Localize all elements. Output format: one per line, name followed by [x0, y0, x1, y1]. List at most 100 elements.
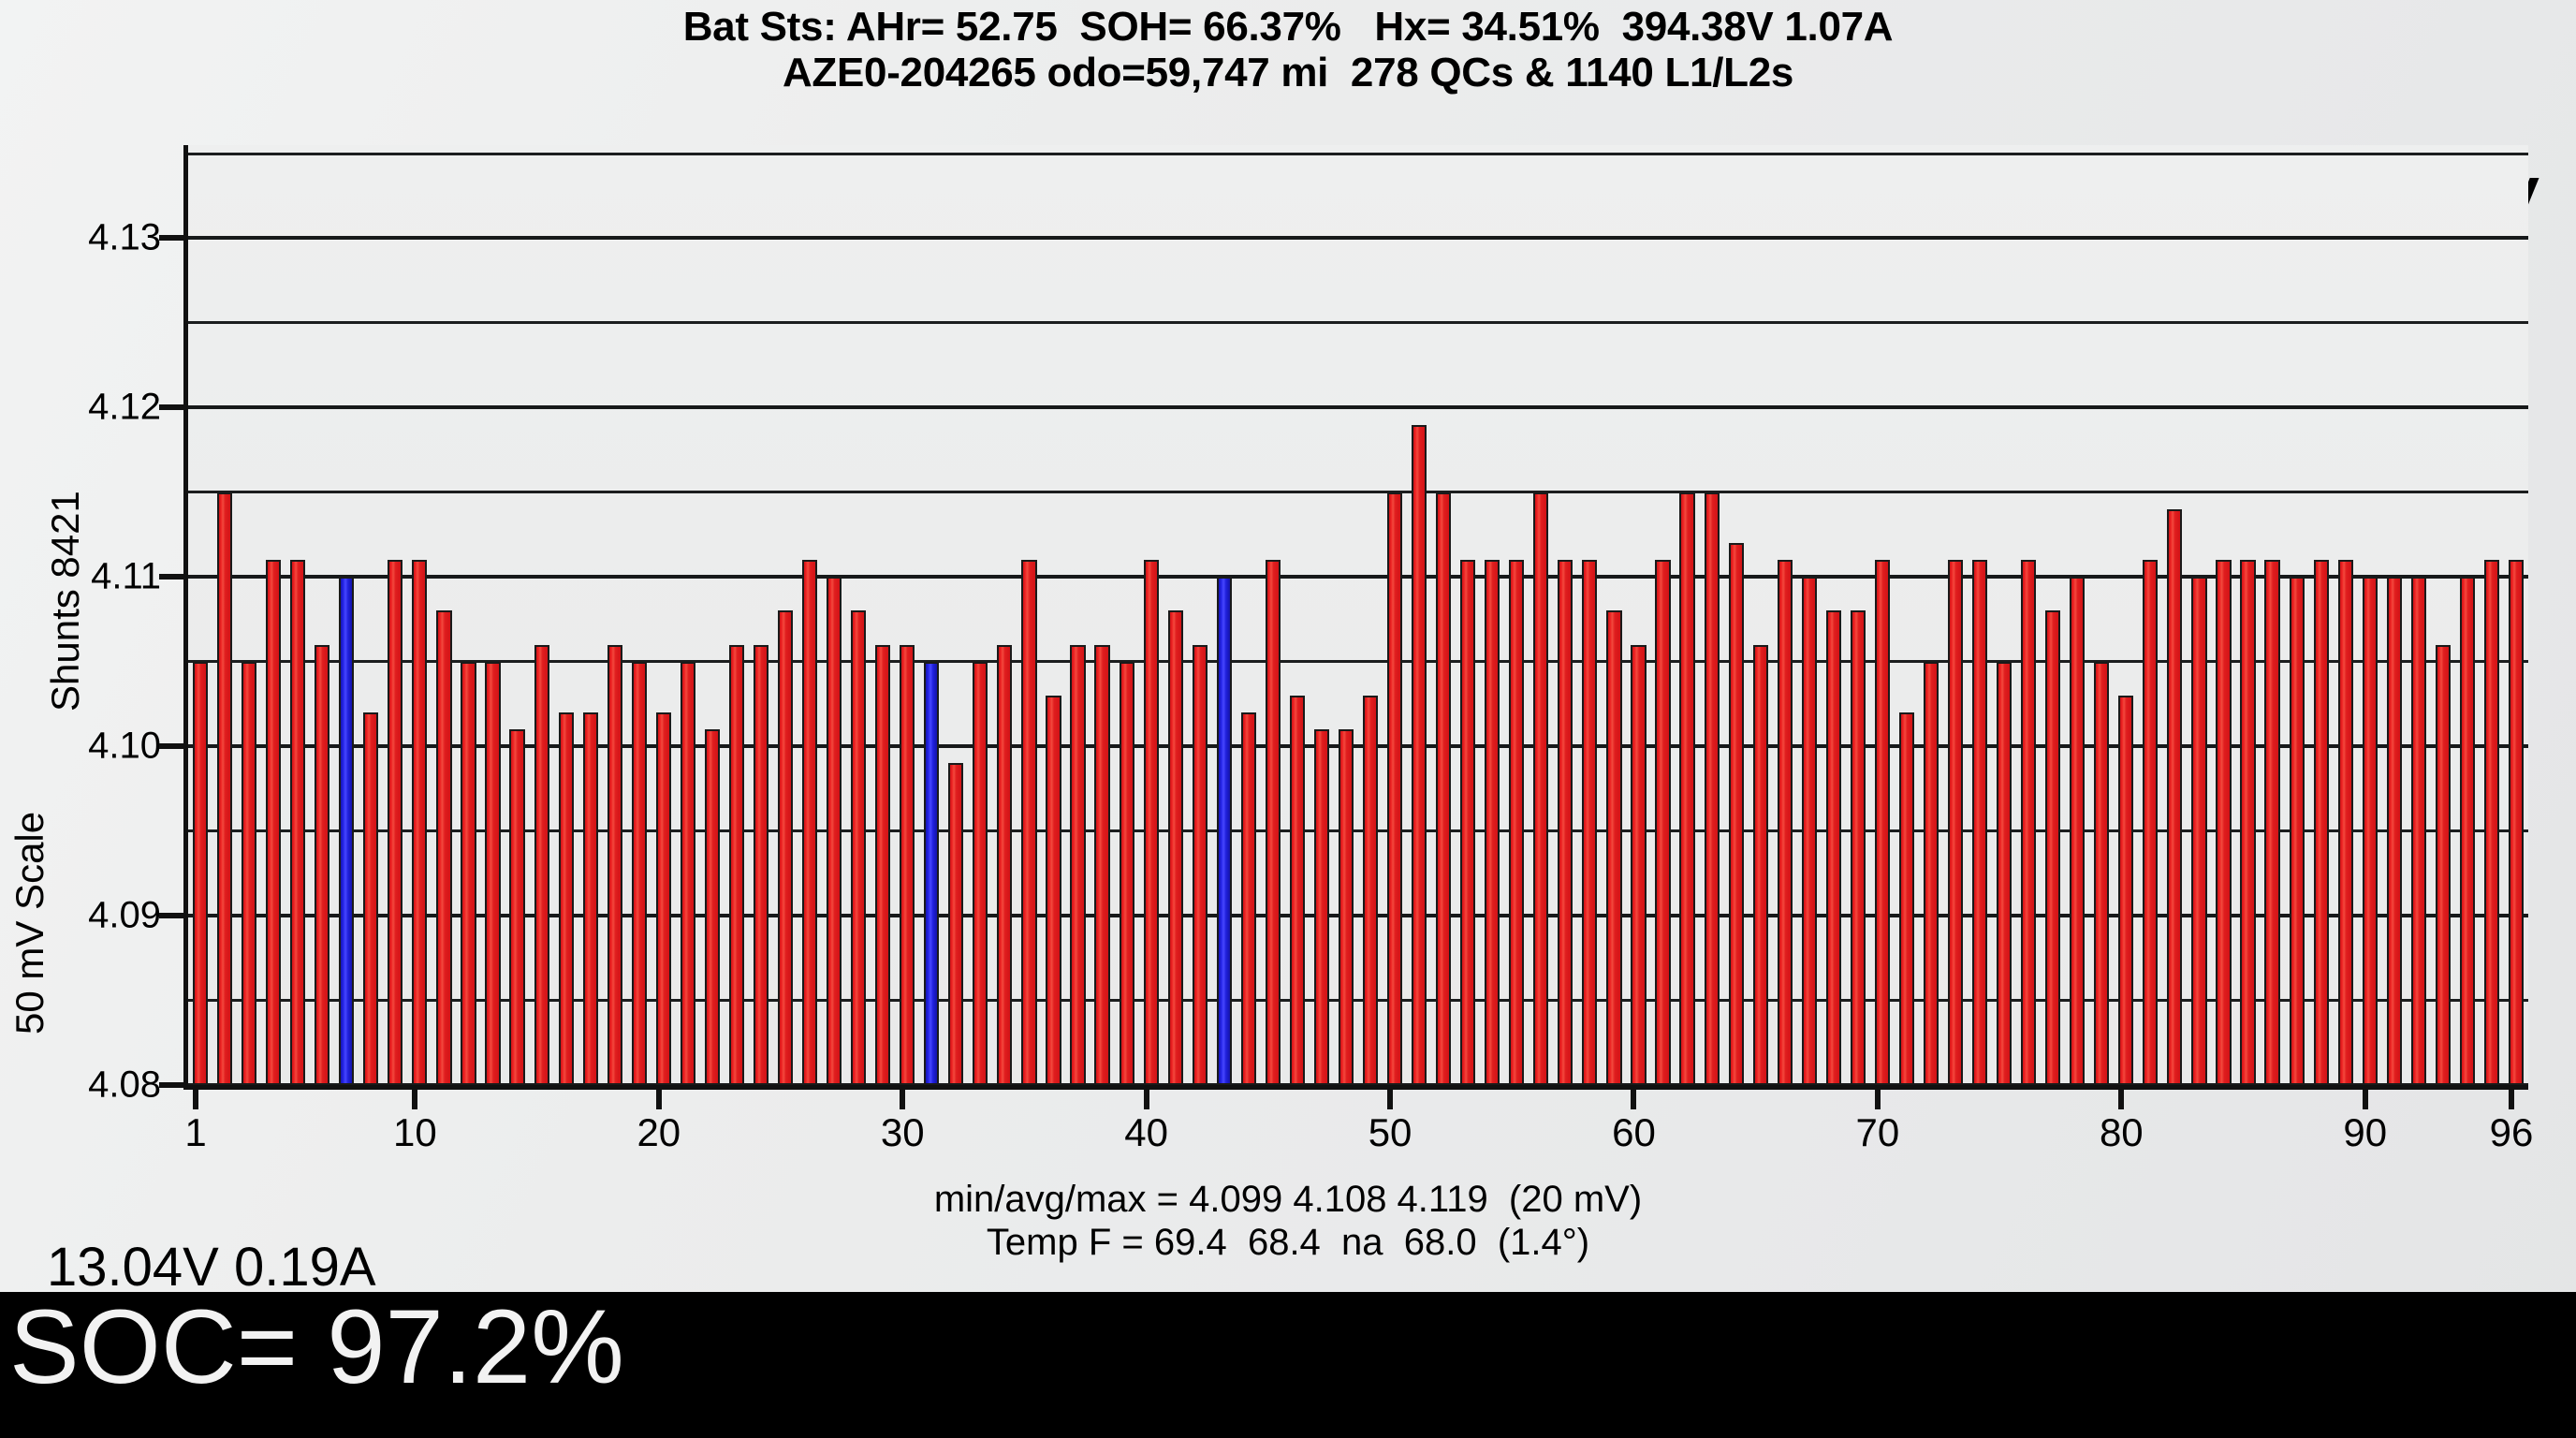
y-tick-label: 4.10: [88, 725, 161, 767]
footer-stats: min/avg/max = 4.099 4.108 4.119 (20 mV) …: [0, 1178, 2576, 1265]
bar-cell-1: [192, 661, 209, 1085]
bar-cell-11: [436, 610, 452, 1085]
x-tick-label: 80: [2099, 1110, 2144, 1154]
bar-cell-63: [1704, 492, 1720, 1085]
x-tick-mark: [1631, 1085, 1637, 1109]
x-tick-mark: [193, 1085, 199, 1109]
soc-bar: SOC= 97.2%: [0, 1288, 2576, 1438]
bar-cell-68: [1825, 610, 1841, 1085]
bar-cell-50: [1386, 492, 1403, 1085]
y-tick-mark: [159, 913, 183, 919]
bar-cell-72: [1923, 661, 1939, 1085]
gridline-minor: [188, 829, 2528, 833]
bar-cell-43: [1216, 577, 1232, 1085]
bar-cell-37: [1070, 644, 1086, 1085]
x-axis-ticks: [183, 1085, 2524, 1113]
bar-cell-64: [1728, 543, 1744, 1085]
bar-cell-61: [1655, 560, 1671, 1085]
bar-cell-26: [801, 560, 818, 1085]
min-avg-max-line: min/avg/max = 4.099 4.108 4.119 (20 mV): [933, 1179, 1643, 1220]
y-axis-title-scale: 50 mV Scale: [7, 811, 51, 1034]
vehicle-info-line: AZE0-204265 odo=59,747 mi 278 QCs & 1140…: [782, 50, 1794, 96]
bar-cell-16: [558, 712, 574, 1085]
bar-cell-96: [2508, 560, 2525, 1085]
x-tick-label: 90: [2343, 1110, 2388, 1154]
x-tick-mark: [655, 1085, 662, 1109]
y-axis-title-shunts: Shunts 8421: [43, 491, 87, 712]
bar-cell-12: [461, 661, 476, 1085]
bar-cell-76: [2021, 560, 2037, 1085]
bar-cell-91: [2386, 577, 2402, 1085]
bar-cell-62: [1679, 492, 1695, 1085]
bar-cell-32: [948, 763, 964, 1085]
bar-cell-28: [851, 610, 867, 1085]
x-tick-mark: [1143, 1085, 1149, 1109]
y-tick-label: 4.12: [88, 386, 161, 428]
bar-cell-82: [2167, 508, 2183, 1085]
bar-series: [188, 145, 2528, 1085]
bar-cell-24: [753, 644, 769, 1085]
bar-cell-13: [485, 661, 501, 1085]
bar-cell-70: [1874, 560, 1890, 1085]
bar-cell-54: [1485, 560, 1500, 1085]
bar-cell-66: [1777, 560, 1793, 1085]
bar-cell-74: [1971, 560, 1988, 1085]
bar-cell-87: [2289, 577, 2305, 1085]
gridline-minor: [188, 152, 2528, 155]
bar-cell-48: [1338, 729, 1354, 1085]
aux-battery-readout: 13.04V 0.19A: [47, 1237, 376, 1298]
bar-cell-46: [1289, 695, 1305, 1085]
bar-cell-93: [2435, 644, 2451, 1085]
bar-cell-44: [1240, 712, 1256, 1085]
bar-cell-40: [1143, 560, 1159, 1085]
bar-cell-27: [827, 577, 842, 1085]
y-tick-label: 4.09: [88, 894, 161, 936]
bar-cell-36: [1046, 695, 1061, 1085]
bar-cell-25: [777, 610, 794, 1085]
y-tick-mark: [159, 574, 183, 580]
gridline-minor: [188, 491, 2528, 494]
bar-cell-49: [1362, 695, 1379, 1085]
y-tick-mark: [159, 404, 183, 411]
bar-cell-9: [388, 560, 403, 1085]
y-tick-label: 4.08: [88, 1064, 161, 1106]
bar-cell-10: [412, 560, 428, 1085]
x-tick-mark: [1387, 1085, 1394, 1109]
bar-cell-45: [1265, 560, 1281, 1085]
x-tick-label: 30: [880, 1110, 925, 1154]
x-tick-label: 60: [1612, 1110, 1656, 1154]
battery-status-line: Bat Sts: AHr= 52.75 SOH= 66.37% Hx= 34.5…: [682, 4, 1894, 50]
gridline-major: [188, 236, 2528, 241]
x-tick-label: 96: [2489, 1110, 2534, 1154]
bar-cell-83: [2191, 577, 2207, 1085]
bar-cell-3: [242, 661, 257, 1085]
bar-cell-90: [2362, 577, 2378, 1085]
x-tick-label: 20: [637, 1110, 681, 1154]
bar-cell-89: [2337, 560, 2353, 1085]
bar-cell-47: [1313, 729, 1329, 1085]
bar-cell-58: [1582, 560, 1598, 1085]
plot-inner: [188, 145, 2528, 1085]
bar-cell-67: [1801, 577, 1817, 1085]
x-tick-label: 10: [393, 1110, 437, 1154]
bar-cell-71: [1898, 712, 1914, 1085]
bar-cell-84: [2216, 560, 2232, 1085]
bar-cell-75: [1997, 661, 2012, 1085]
bar-cell-35: [1021, 560, 1037, 1085]
bar-cell-86: [2264, 560, 2280, 1085]
y-axis-labels: 4.13 4.12 4.11 4.10 4.09 4.08: [0, 145, 183, 1106]
bar-cell-85: [2240, 560, 2256, 1085]
x-tick-mark: [2362, 1085, 2368, 1109]
bar-cell-31: [924, 661, 940, 1085]
bar-cell-6: [315, 644, 330, 1085]
x-tick-label: 1: [184, 1110, 207, 1154]
cell-voltage-chart[interactable]: [183, 145, 2528, 1090]
temperature-line: Temp F = 69.4 68.4 na 68.0 (1.4°): [986, 1222, 1590, 1264]
y-tick-label: 4.11: [91, 555, 161, 597]
bar-cell-14: [509, 729, 525, 1085]
bar-cell-53: [1460, 560, 1476, 1085]
gridline-minor: [188, 999, 2528, 1003]
bar-cell-34: [997, 644, 1013, 1085]
bar-cell-59: [1606, 610, 1622, 1085]
bar-cell-79: [2094, 661, 2110, 1085]
